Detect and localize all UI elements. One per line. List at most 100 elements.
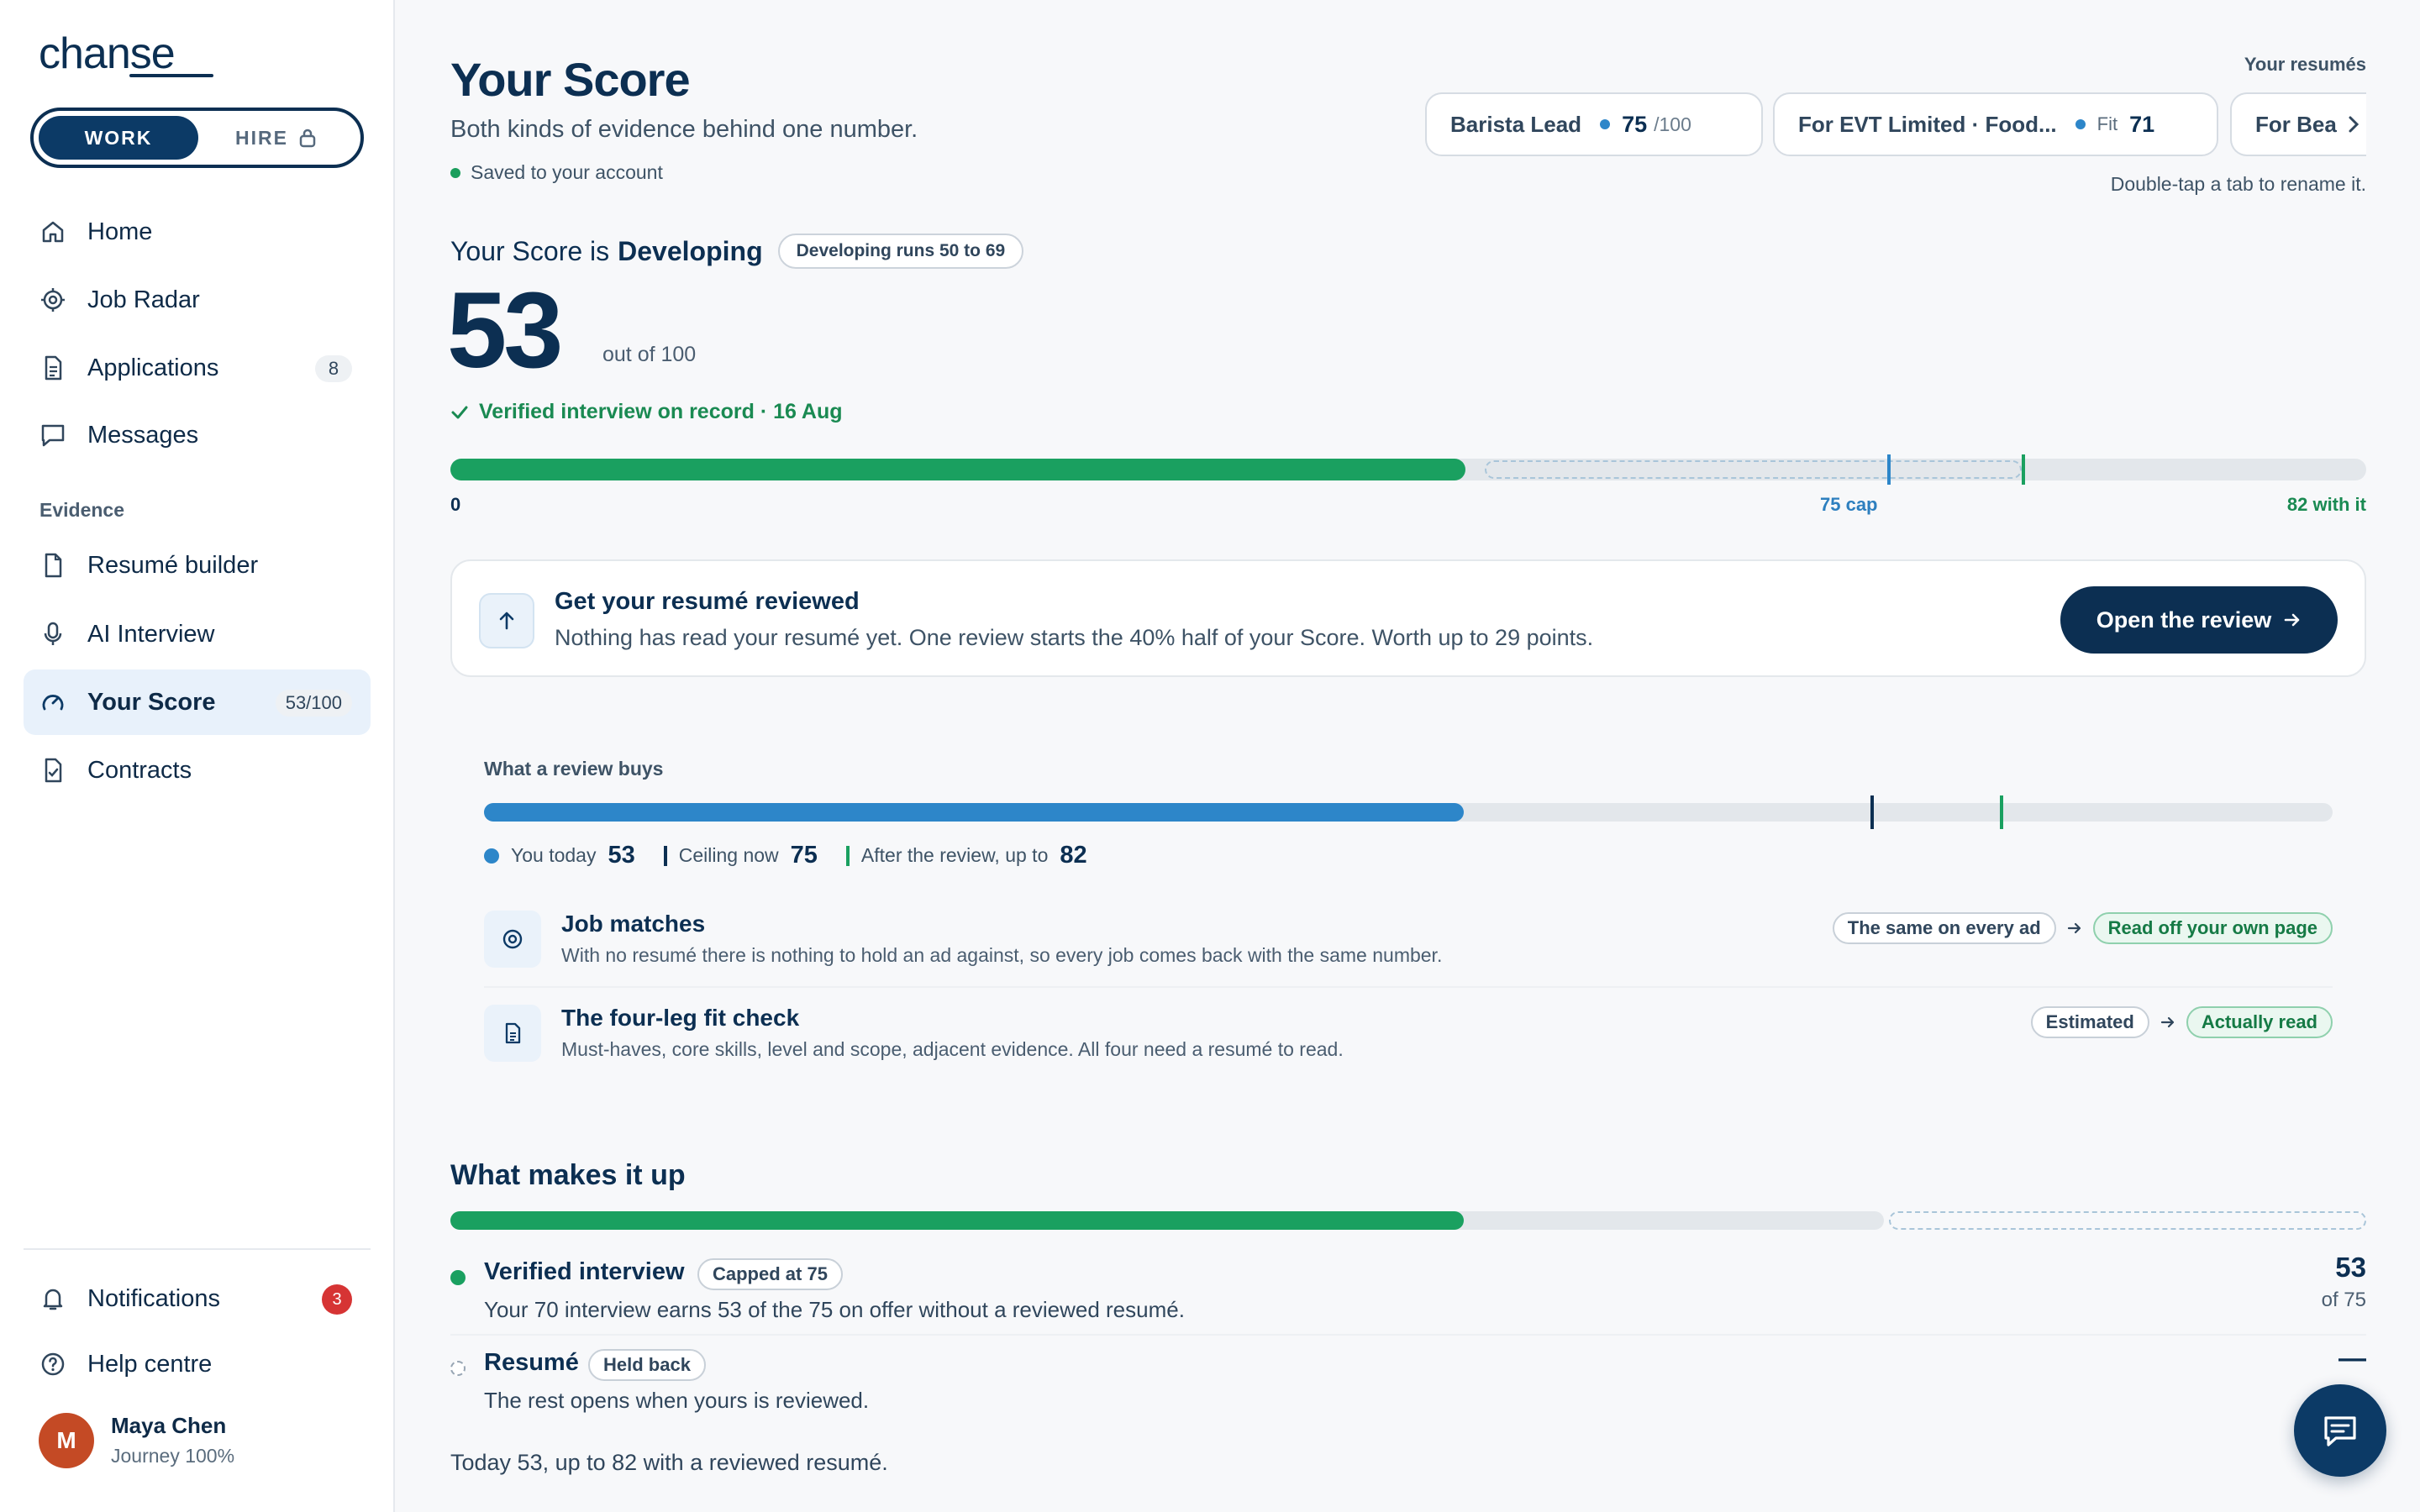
saved-status-text: Saved to your account <box>471 161 663 183</box>
open-review-label: Open the review <box>2096 606 2272 633</box>
sidebar-item-label: Messages <box>87 421 199 449</box>
component-of: of 75 <box>2321 1289 2366 1311</box>
sidebar-item-label: Job Radar <box>87 286 200 313</box>
sidebar-item-label: Contracts <box>87 756 192 784</box>
review-buys-bar <box>484 795 2333 829</box>
review-buys-after-marker <box>2000 795 2003 829</box>
resume-tab-barista-lead[interactable]: Barista Lead 75 /100 <box>1425 92 1763 156</box>
open-review-button[interactable]: Open the review <box>2060 586 2338 654</box>
sidebar-item-contracts[interactable]: Contracts <box>24 738 371 803</box>
score-heading: Your Score is Developing Developing runs… <box>450 234 1024 269</box>
sidebar-item-label: Home <box>87 218 153 245</box>
review-buys-bar-fill <box>484 803 1464 822</box>
arrow-right-icon <box>2284 613 2300 627</box>
score-progress-bar <box>450 454 2366 485</box>
component-value: — <box>2338 1342 2366 1373</box>
sidebar-divider <box>24 1248 371 1250</box>
user-name[interactable]: Maya Chen <box>111 1413 227 1438</box>
legend-today-label: You today <box>511 844 597 866</box>
gauge-icon <box>39 688 67 717</box>
legend-today-value: 53 <box>608 842 635 869</box>
avatar[interactable]: M <box>39 1413 94 1468</box>
sidebar-item-label: Notifications <box>87 1284 220 1312</box>
file-icon <box>39 551 67 580</box>
score-bar-potential-range <box>1485 460 2022 479</box>
list-item: The four-leg fit check Must-haves, core … <box>484 1000 2333 1080</box>
sidebar-item-label: Applications <box>87 354 219 381</box>
mode-work-button[interactable]: WORK <box>39 116 198 160</box>
component-desc: The rest opens when yours is reviewed. <box>484 1388 870 1413</box>
arrow-up-icon <box>479 593 534 648</box>
component-chip: Capped at 75 <box>697 1258 843 1290</box>
score-bar-cap-marker <box>1887 454 1891 485</box>
logo-text: chanse <box>39 29 176 78</box>
sidebar-item-applications[interactable]: Applications 8 <box>24 335 371 401</box>
resume-tab-name: For EVT Limited · Food... <box>1798 111 2057 137</box>
review-card-title: Get your resumé reviewed <box>555 588 860 615</box>
document-icon <box>39 354 67 382</box>
resume-tab-evt-limited[interactable]: For EVT Limited · Food... Fit 71 <box>1773 92 2218 156</box>
mode-toggle: WORK HIRE <box>30 108 364 168</box>
legend-after-label: After the review, up to <box>860 844 1049 866</box>
component-value: 53 <box>2335 1252 2366 1283</box>
contract-icon <box>39 756 67 785</box>
sidebar-item-your-score[interactable]: Your Score 53/100 <box>24 669 371 735</box>
logo[interactable]: chanse <box>39 29 213 79</box>
component-title: Verified interview <box>484 1258 685 1285</box>
after-chip: Actually read <box>2186 1006 2333 1038</box>
component-desc: Your 70 interview earns 53 of the 75 on … <box>484 1297 1185 1322</box>
row-divider <box>450 1334 2366 1336</box>
score-bar-cap-label: 75 cap <box>1820 494 1878 515</box>
sidebar-item-job-radar[interactable]: Job Radar <box>24 267 371 333</box>
saved-status: Saved to your account <box>450 161 663 184</box>
sidebar-item-messages[interactable]: Messages <box>24 402 371 468</box>
resume-tab-name: Barista Lead <box>1450 111 1582 137</box>
lock-icon <box>299 129 316 148</box>
page-title: Your Score <box>450 53 691 106</box>
tabs-scroll-right-button[interactable] <box>2341 109 2366 139</box>
review-buys-legend: You today 53 Ceiling now 75 After the re… <box>484 842 1116 869</box>
chat-icon <box>2324 1416 2356 1446</box>
fit-check-change: Estimated Actually read <box>2030 1006 2333 1038</box>
score-out-of: out of 100 <box>602 343 697 366</box>
arrow-right-icon <box>2160 1016 2174 1028</box>
component-dot <box>450 1361 466 1376</box>
mode-hire-button[interactable]: HIRE <box>235 116 345 160</box>
sidebar-item-notifications[interactable]: Notifications 3 <box>24 1266 371 1331</box>
sidebar-item-label: Your Score <box>87 688 216 716</box>
resume-tab-score: 75 <box>1622 111 1648 137</box>
sidebar-item-label: Help centre <box>87 1350 213 1378</box>
message-icon <box>39 421 67 449</box>
score-value: 53 <box>447 270 563 391</box>
mode-hire-label: HIRE <box>235 126 288 149</box>
legend-after-mark <box>845 845 850 866</box>
sidebar-item-help-centre[interactable]: Help centre <box>24 1331 371 1397</box>
radar-icon <box>39 286 67 314</box>
user-journey-progress: Journey 100% <box>111 1445 235 1467</box>
review-card-text: Nothing has read your resumé yet. One re… <box>555 625 1594 650</box>
sidebar-item-ai-interview[interactable]: AI Interview <box>24 601 371 667</box>
saved-dot <box>450 167 460 178</box>
score-heading-prefix: Your Score is <box>450 235 610 266</box>
help-icon <box>39 1350 67 1378</box>
level-range-chip: Developing runs 50 to 69 <box>777 234 1024 269</box>
score-bar-fill <box>450 459 1466 480</box>
legend-ceiling-value: 75 <box>790 842 818 869</box>
score-summary: Today 53, up to 82 with a reviewed resum… <box>450 1450 888 1475</box>
row-divider <box>484 986 2333 988</box>
sidebar-section-evidence: Evidence <box>39 499 124 521</box>
score-bar-zero-label: 0 <box>450 494 461 515</box>
component-dot <box>450 1270 466 1285</box>
makeup-bar <box>450 1211 1884 1230</box>
resume-tab-name: For Bea <box>2255 111 2337 137</box>
sidebar-item-resume-builder[interactable]: Resumé builder <box>24 533 371 598</box>
resume-tab-fit-label: Fit <box>2096 113 2118 134</box>
sidebar-item-home[interactable]: Home <box>24 199 371 265</box>
legend-ceiling-label: Ceiling now <box>678 844 779 866</box>
review-card: Get your resumé reviewed Nothing has rea… <box>450 559 2366 677</box>
review-buys-label: What a review buys <box>484 758 664 780</box>
score-bar-potential-label: 82 with it <box>2286 494 2366 515</box>
legend-after-value: 82 <box>1060 842 1087 869</box>
chat-button[interactable] <box>2294 1384 2386 1477</box>
page-subtitle: Both kinds of evidence behind one number… <box>450 116 918 143</box>
